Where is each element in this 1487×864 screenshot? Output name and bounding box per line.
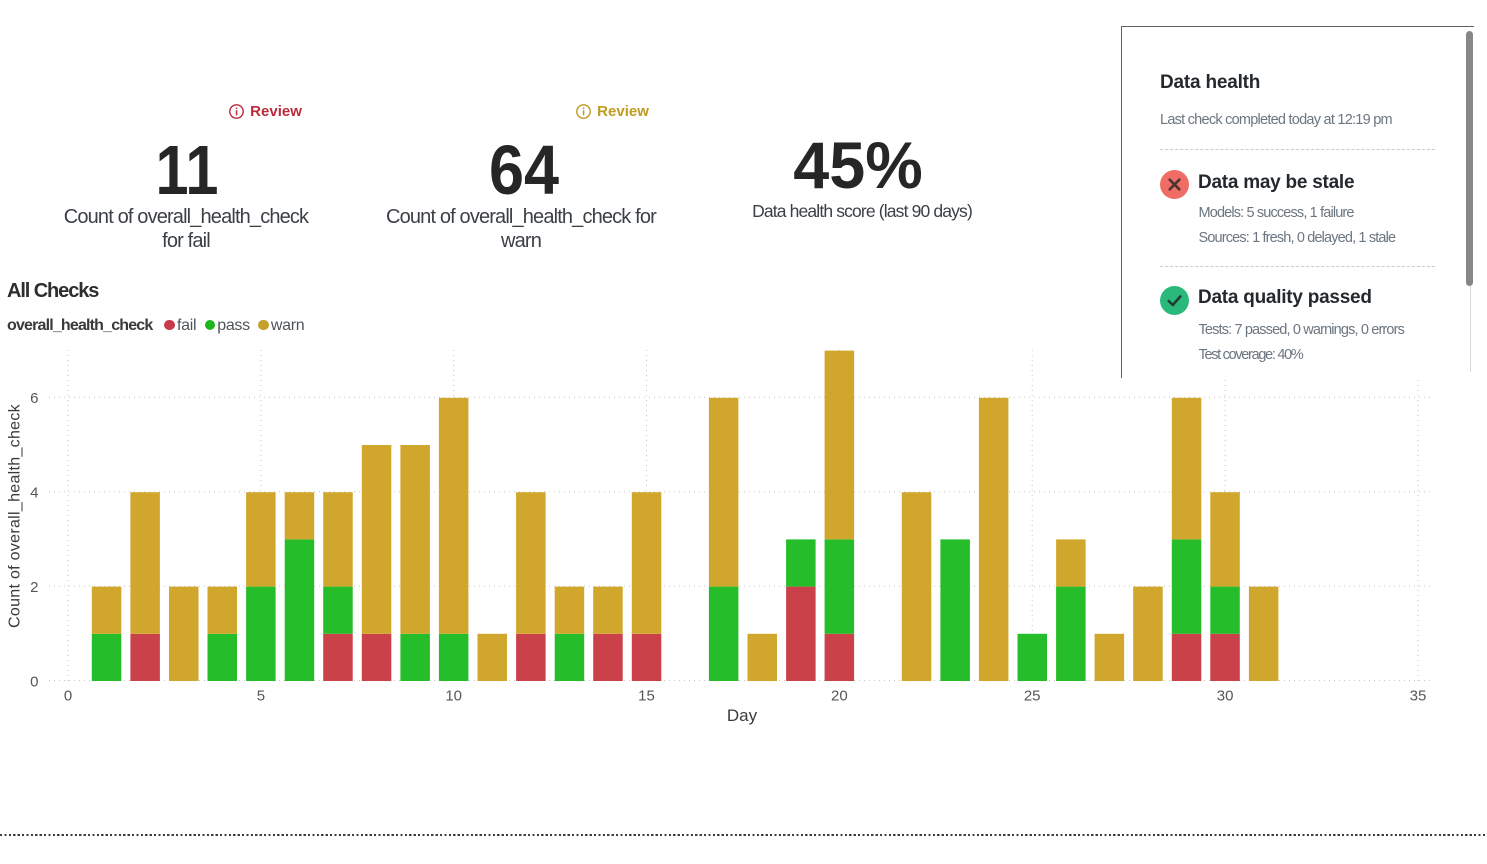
svg-text:10: 10 [445,688,462,705]
svg-text:30: 30 [1217,688,1234,705]
svg-text:35: 35 [1410,688,1427,705]
svg-text:15: 15 [638,688,655,705]
svg-text:5: 5 [257,688,265,705]
svg-text:2: 2 [30,579,38,596]
svg-text:0: 0 [30,673,38,690]
svg-text:20: 20 [831,688,848,705]
svg-text:6: 6 [30,390,38,407]
svg-text:0: 0 [64,688,72,705]
svg-text:Day: Day [727,706,758,725]
svg-text:25: 25 [1024,688,1041,705]
svg-text:Count of overall_health_check: Count of overall_health_check [7,403,24,628]
svg-text:4: 4 [30,485,38,502]
